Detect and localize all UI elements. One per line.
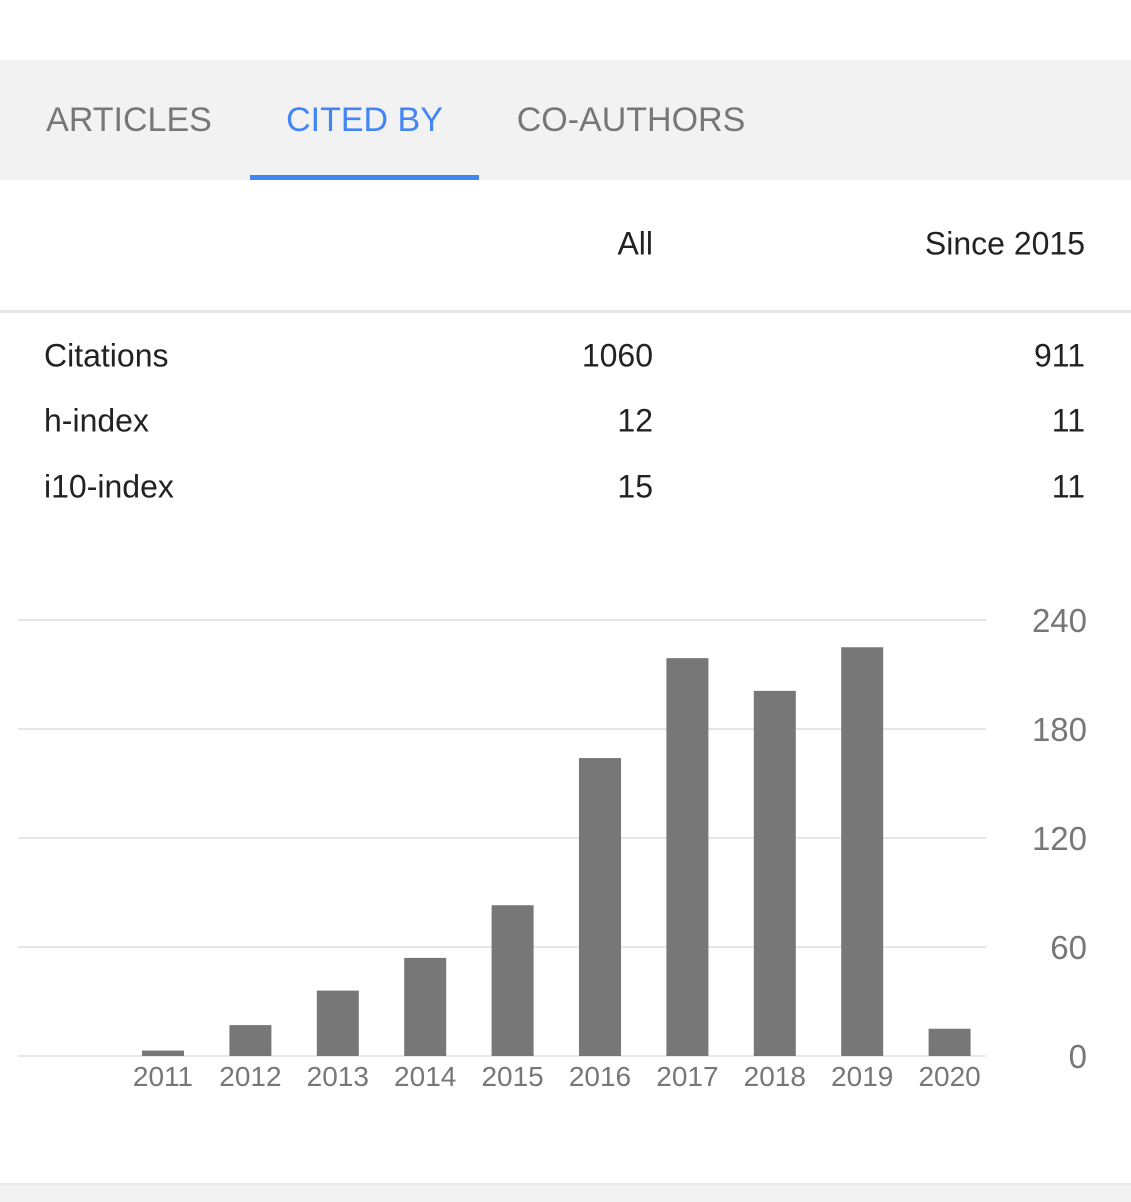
stat-label-h-index: h-index bbox=[44, 402, 149, 439]
x-tick-label-2016: 2016 bbox=[569, 1061, 631, 1092]
x-tick-label-2011: 2011 bbox=[133, 1061, 193, 1092]
stat-citations-since: 911 bbox=[1033, 337, 1085, 374]
bar-2014 bbox=[404, 957, 447, 1056]
bar-2019 bbox=[841, 647, 884, 1056]
column-header-all: All bbox=[617, 225, 653, 262]
stat-citations-all: 1060 bbox=[581, 337, 653, 374]
x-tick-label-2013: 2013 bbox=[307, 1061, 369, 1092]
bar-2017 bbox=[666, 658, 709, 1056]
bar-2013 bbox=[316, 990, 359, 1056]
stat-label-i10-index: i10-index bbox=[44, 468, 174, 505]
column-header-since: Since 2015 bbox=[924, 225, 1085, 262]
stat-h-index-since: 11 bbox=[1051, 402, 1085, 439]
tab-bar: ARTICLES CITED BY CO-AUTHORS bbox=[0, 60, 1131, 180]
y-tick-label-0: 0 bbox=[1069, 1038, 1087, 1075]
bottom-section-edge bbox=[0, 1183, 1131, 1202]
tab-co-authors[interactable]: CO-AUTHORS bbox=[494, 60, 768, 180]
tab-articles[interactable]: ARTICLES bbox=[18, 60, 240, 180]
bar-2018 bbox=[753, 690, 796, 1056]
tab-co-authors-label: CO-AUTHORS bbox=[516, 100, 746, 139]
active-tab-indicator bbox=[250, 175, 479, 180]
x-tick-label-2018: 2018 bbox=[744, 1061, 806, 1092]
x-tick-label-2015: 2015 bbox=[481, 1061, 543, 1092]
x-tick-label-2014: 2014 bbox=[394, 1061, 456, 1092]
bar-2012 bbox=[229, 1025, 272, 1056]
x-tick-label-2020: 2020 bbox=[918, 1061, 980, 1092]
bar-2015 bbox=[491, 905, 534, 1056]
stat-i10-index-since: 11 bbox=[1051, 468, 1085, 505]
tab-cited-by-label: CITED BY bbox=[286, 100, 443, 139]
stats-divider bbox=[0, 310, 1131, 313]
x-tick-label-2019: 2019 bbox=[831, 1061, 893, 1092]
y-tick-label-180: 180 bbox=[1032, 711, 1087, 748]
y-tick-label-120: 120 bbox=[1032, 820, 1087, 857]
x-tick-label-2017: 2017 bbox=[656, 1061, 718, 1092]
stat-label-citations: Citations bbox=[44, 337, 169, 374]
x-tick-label-2012: 2012 bbox=[219, 1061, 281, 1092]
stat-i10-index-all: 15 bbox=[617, 468, 653, 505]
bar-2020 bbox=[928, 1028, 971, 1056]
stat-h-index-all: 12 bbox=[617, 402, 653, 439]
bar-2011 bbox=[142, 1050, 184, 1056]
tab-cited-by[interactable]: CITED BY bbox=[250, 60, 479, 180]
citations-bar-chart: 0 60 120 180 240 2011 2012 2013 2014 2015 2016 2017… bbox=[18, 602, 1087, 1092]
bar-2016 bbox=[579, 758, 621, 1056]
y-tick-label-60: 60 bbox=[1050, 929, 1087, 966]
tab-articles-label: ARTICLES bbox=[46, 100, 212, 139]
y-tick-label-240: 240 bbox=[1032, 602, 1087, 639]
